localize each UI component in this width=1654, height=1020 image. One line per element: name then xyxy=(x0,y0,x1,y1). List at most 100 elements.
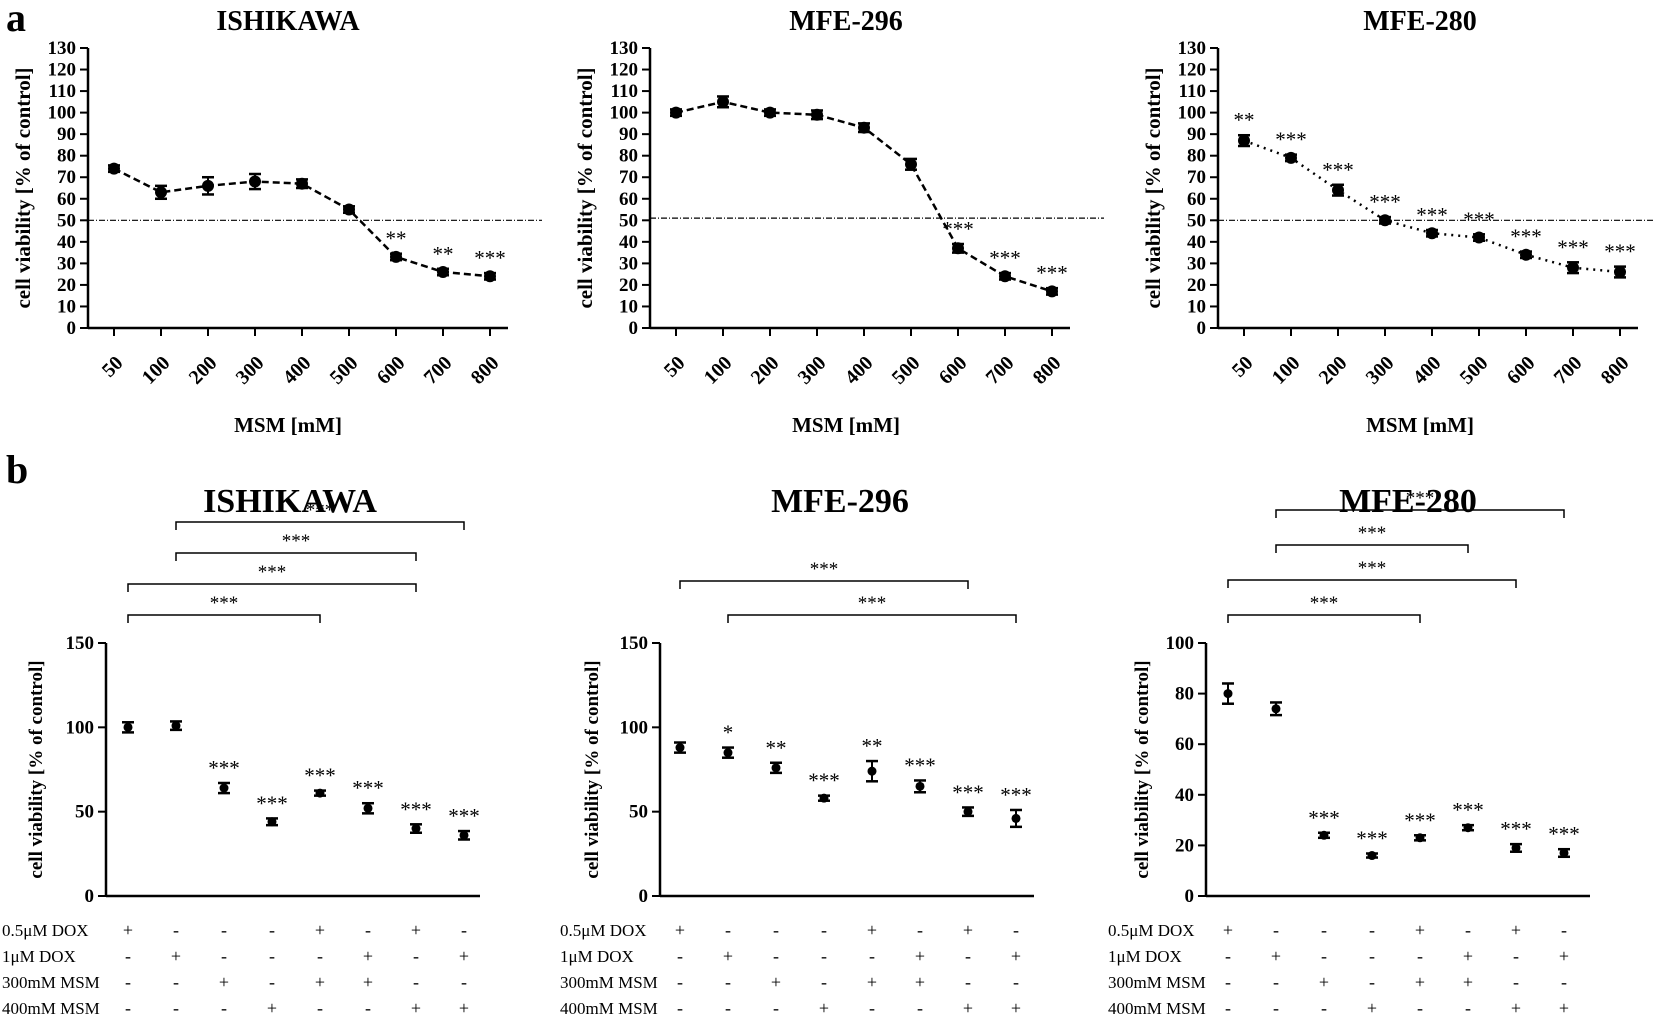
significance-label: ** xyxy=(1234,108,1255,132)
chart-title: ISHIKAWA xyxy=(216,6,360,37)
condition-sign: + xyxy=(771,972,781,992)
y-tick-label: 130 xyxy=(610,38,639,59)
significance-label: *** xyxy=(304,764,336,788)
data-point xyxy=(267,817,277,827)
chart-a-mfe-296: MFE-2960102030405060708090100110120130ce… xyxy=(573,6,1104,437)
significance-label: *** xyxy=(1404,808,1436,832)
y-tick-label: 100 xyxy=(48,103,77,124)
condition-sign: + xyxy=(867,920,877,940)
data-point xyxy=(1559,848,1569,858)
data-point xyxy=(315,788,325,798)
condition-sign: - xyxy=(1369,972,1375,992)
x-tick-label: 200 xyxy=(747,352,784,389)
x-tick-label: 300 xyxy=(232,352,269,389)
significance-label: *** xyxy=(1452,798,1484,822)
condition-sign: - xyxy=(725,972,731,992)
y-tick-label: 50 xyxy=(629,802,648,823)
bracket-label: *** xyxy=(1358,523,1387,544)
condition-sign: - xyxy=(965,972,971,992)
condition-sign: + xyxy=(315,972,325,992)
condition-label: 0.5μM DOX xyxy=(1108,921,1195,940)
x-axis-label: MSM [mM] xyxy=(1366,413,1474,437)
significance-label: *** xyxy=(1322,158,1354,182)
condition-sign: + xyxy=(1463,946,1473,966)
condition-sign: - xyxy=(269,972,275,992)
condition-sign: - xyxy=(413,946,419,966)
y-tick-label: 30 xyxy=(1187,253,1206,274)
y-tick-label: 20 xyxy=(1187,275,1206,296)
condition-label: 300mM MSM xyxy=(2,973,100,992)
chart-title: MFE-280 xyxy=(1339,483,1477,520)
data-point xyxy=(108,162,120,175)
y-tick-label: 130 xyxy=(1178,38,1207,59)
comparison-bracket xyxy=(1275,544,1469,553)
data-point xyxy=(1463,823,1473,833)
significance-label: *** xyxy=(1416,203,1448,227)
condition-sign: + xyxy=(363,972,373,992)
data-point xyxy=(771,763,781,773)
significance-label: *** xyxy=(942,217,974,241)
condition-sign: + xyxy=(315,920,325,940)
comparison-bracket xyxy=(727,614,1017,623)
condition-sign: - xyxy=(1321,920,1327,940)
y-tick-label: 20 xyxy=(1175,835,1194,856)
significance-label: *** xyxy=(1557,235,1589,259)
significance-label: *** xyxy=(1356,826,1388,850)
y-tick-label: 110 xyxy=(1179,81,1206,102)
condition-label: 1μM DOX xyxy=(1108,947,1182,966)
condition-sign: - xyxy=(965,946,971,966)
condition-sign: - xyxy=(869,946,875,966)
y-tick-label: 80 xyxy=(1187,146,1206,167)
condition-label: 300mM MSM xyxy=(1108,973,1206,992)
condition-sign: - xyxy=(1465,920,1471,940)
condition-sign: - xyxy=(917,920,923,940)
condition-label: 0.5μM DOX xyxy=(2,921,89,940)
condition-sign: + xyxy=(219,972,229,992)
y-tick-label: 100 xyxy=(1166,633,1195,654)
condition-sign: - xyxy=(1225,998,1231,1018)
data-point xyxy=(1415,833,1425,843)
condition-sign: - xyxy=(461,972,467,992)
y-tick-label: 110 xyxy=(49,81,76,102)
condition-sign: + xyxy=(1223,920,1233,940)
x-tick-label: 100 xyxy=(138,352,175,389)
condition-sign: + xyxy=(363,946,373,966)
significance-label: *** xyxy=(1308,806,1340,830)
data-point xyxy=(171,721,181,731)
y-tick-label: 90 xyxy=(619,124,638,145)
significance-label: * xyxy=(723,721,734,745)
y-tick-label: 150 xyxy=(620,633,649,654)
data-point xyxy=(219,783,229,793)
x-axis-label: MSM [mM] xyxy=(234,413,342,437)
condition-sign: - xyxy=(677,998,683,1018)
data-point xyxy=(1520,248,1532,261)
data-point xyxy=(811,108,823,121)
y-tick-label: 120 xyxy=(610,60,639,81)
condition-sign: - xyxy=(1273,920,1279,940)
data-point xyxy=(1223,689,1233,699)
condition-sign: - xyxy=(821,920,827,940)
condition-sign: - xyxy=(917,998,923,1018)
condition-sign: - xyxy=(1013,972,1019,992)
y-axis-label: cell viability [% of control] xyxy=(573,67,597,308)
condition-sign: - xyxy=(821,972,827,992)
y-tick-label: 60 xyxy=(619,189,638,210)
data-point xyxy=(1332,184,1344,197)
condition-sign: + xyxy=(1271,946,1281,966)
condition-sign: - xyxy=(365,920,371,940)
x-tick-label: 800 xyxy=(467,352,504,389)
x-tick-label: 100 xyxy=(700,352,737,389)
data-point xyxy=(1319,830,1329,840)
condition-sign: - xyxy=(1417,946,1423,966)
y-tick-label: 0 xyxy=(85,886,95,907)
y-tick-label: 30 xyxy=(57,253,76,274)
data-point xyxy=(819,793,829,803)
condition-label: 400mM MSM xyxy=(2,999,100,1018)
condition-sign: - xyxy=(1369,946,1375,966)
condition-sign: + xyxy=(723,946,733,966)
comparison-bracket xyxy=(1275,509,1565,518)
chart-title: MFE-280 xyxy=(1363,6,1477,37)
condition-sign: - xyxy=(269,946,275,966)
significance-label: *** xyxy=(1548,822,1580,846)
